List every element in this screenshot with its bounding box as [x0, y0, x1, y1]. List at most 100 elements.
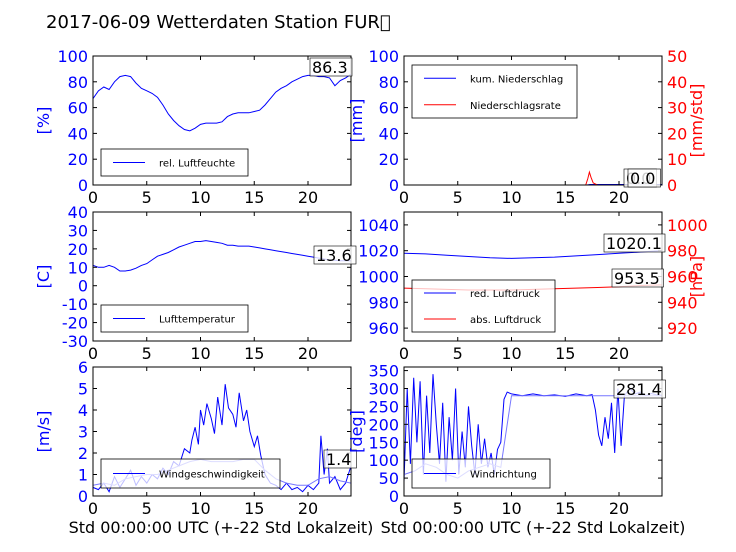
- y2-tick-label: 10: [667, 150, 687, 169]
- y-tick-label: 300: [368, 380, 399, 399]
- y-tick-label: 960: [368, 319, 399, 338]
- y-tick-label: 0: [78, 176, 88, 195]
- y-tick-label: 250: [368, 397, 399, 416]
- y-axis-label-precip: [mm]: [347, 99, 366, 143]
- y-tick-label: 100: [368, 47, 399, 66]
- x-axis-label-left: Std 00:00:00 UTC (+-22 Std Lokalzeit): [69, 518, 374, 537]
- value-annotation-temperature: 13.6: [316, 246, 352, 265]
- series-line-humidity-0: [93, 73, 351, 132]
- y-tick-label: 30: [68, 221, 88, 240]
- y-axis-label-windspeed: [m/s]: [34, 411, 53, 453]
- x-tick-label: 5: [142, 499, 152, 518]
- legend-label: Lufttemperatur: [159, 315, 236, 326]
- legend-humidity: rel. Luftfeuchte: [100, 148, 249, 177]
- y-tick-label: 20: [68, 150, 88, 169]
- y-tick-label: 60: [68, 99, 88, 118]
- y-tick-label: 0: [78, 487, 88, 506]
- value-annotation-box: [611, 268, 664, 288]
- x-tick-label: 5: [453, 344, 463, 363]
- series-line-temperature-0: [93, 240, 351, 272]
- y-tick-label: 4: [78, 401, 88, 420]
- panel-precip: 0 5 10 15 2002040608010001020304050[mm/std][…: [347, 47, 706, 207]
- y-axis-label-winddir: [deg]: [347, 410, 366, 453]
- panel-pressure: 0 5 10 15 20 960 980 1000 1020 1040 920 940 960 980 10…: [358, 211, 708, 363]
- figure-title: 2017-06-09 Wetterdaten Station FUR : [46, 12, 391, 33]
- x-tick-label: 15: [244, 188, 264, 207]
- y-tick-label: 0: [389, 487, 399, 506]
- y-tick-label: 10: [68, 258, 88, 277]
- x-tick-label: 20: [609, 188, 629, 207]
- x-tick-label: 20: [298, 188, 318, 207]
- y-axis-label-humidity: [%]: [34, 107, 53, 135]
- plot-frame-winddir: [403, 366, 663, 497]
- y-tick-label: -20: [62, 314, 88, 333]
- y-tick-label: 6: [78, 358, 88, 377]
- plot-frame-humidity: [92, 55, 352, 186]
- legend-box: [411, 64, 578, 119]
- plot-frame-temperature: [92, 211, 352, 342]
- y-tick-label: 1: [78, 466, 88, 485]
- y-tick-label: 2: [78, 444, 88, 463]
- x-tick-label: 20: [609, 344, 629, 363]
- y2-tick-label: 960: [667, 268, 698, 287]
- value-annotation-pressure: 953.5: [614, 269, 660, 288]
- legend-windspeed: Windgeschwindigkeit: [100, 458, 281, 489]
- x-tick-label: 15: [555, 188, 575, 207]
- y2-tick-label: 20: [667, 124, 687, 143]
- x-tick-label: 5: [142, 188, 152, 207]
- legend-box: [411, 279, 556, 333]
- legend-pressure: red. Luftdruck abs. Luftdruck: [411, 279, 556, 333]
- y2-tick-label: 1000: [667, 216, 708, 235]
- legend-label: Windgeschwindigkeit: [159, 470, 265, 481]
- panel-winddir: 0 5 10 15 20050100150200250300350[deg]Windri…: [347, 362, 666, 518]
- x-tick-label: 15: [244, 499, 264, 518]
- x-tick-label: 0: [399, 188, 409, 207]
- x-tick-label: 20: [609, 499, 629, 518]
- value-annotation-humidity: 86.3: [312, 58, 348, 77]
- value-annotation-pressure: 1020.1: [606, 234, 662, 253]
- y-tick-label: 3: [78, 423, 88, 442]
- value-annotation-box: [603, 233, 666, 253]
- legend-label: Niederschlagsrate: [470, 101, 561, 112]
- x-axis-label-right: Std 00:00:00 UTC (+-22 Std Lokalzeit): [381, 518, 686, 537]
- x-tick-label: 0: [88, 499, 98, 518]
- x-tick-label: 5: [142, 344, 152, 363]
- x-tick-label: 0: [88, 344, 98, 363]
- value-annotation-precip: 0.0: [630, 169, 655, 188]
- legend-temperature: Lufttemperatur: [100, 304, 249, 333]
- legend-winddir: Windrichtung: [411, 458, 551, 489]
- y-tick-label: 20: [68, 240, 88, 259]
- y2-tick-label: 30: [667, 99, 687, 118]
- y-tick-label: 1000: [358, 268, 399, 287]
- x-tick-label: 15: [244, 344, 264, 363]
- y-tick-label: 5: [78, 380, 88, 399]
- legend-label: red. Luftdruck: [470, 289, 540, 300]
- y-tick-label: 0: [389, 176, 399, 195]
- x-tick-label: 0: [399, 344, 409, 363]
- y-tick-label: -30: [62, 332, 88, 351]
- x-tick-label: 10: [501, 188, 521, 207]
- y-tick-label: 200: [368, 415, 399, 434]
- value-annotation-box: [613, 379, 666, 399]
- value-annotation-box: [313, 245, 357, 265]
- y2-tick-label: 0: [667, 176, 677, 195]
- y2-tick-label: 940: [667, 293, 698, 312]
- x-tick-label: 10: [501, 344, 521, 363]
- y-tick-label: 20: [379, 150, 399, 169]
- x-tick-label: 20: [298, 344, 318, 363]
- panel-temperature: 0 5 10 15 20-30-20-10010203040[C]Lufttempera…: [34, 203, 357, 363]
- x-tick-label: 5: [453, 188, 463, 207]
- x-tick-label: 5: [453, 499, 463, 518]
- y-axis-label-temperature: [C]: [34, 265, 53, 289]
- y-tick-label: 40: [379, 124, 399, 143]
- x-tick-label: 10: [190, 344, 210, 363]
- y-tick-label: 50: [379, 469, 399, 488]
- legend-label: abs. Luftdruck: [470, 315, 541, 326]
- y2-axis-label-pressure: [hPa]: [687, 256, 706, 297]
- y-tick-label: 80: [379, 73, 399, 92]
- y2-tick-label: 40: [667, 73, 687, 92]
- y2-axis-label-precip: [mm/std]: [687, 84, 706, 158]
- y2-tick-label: 50: [667, 47, 687, 66]
